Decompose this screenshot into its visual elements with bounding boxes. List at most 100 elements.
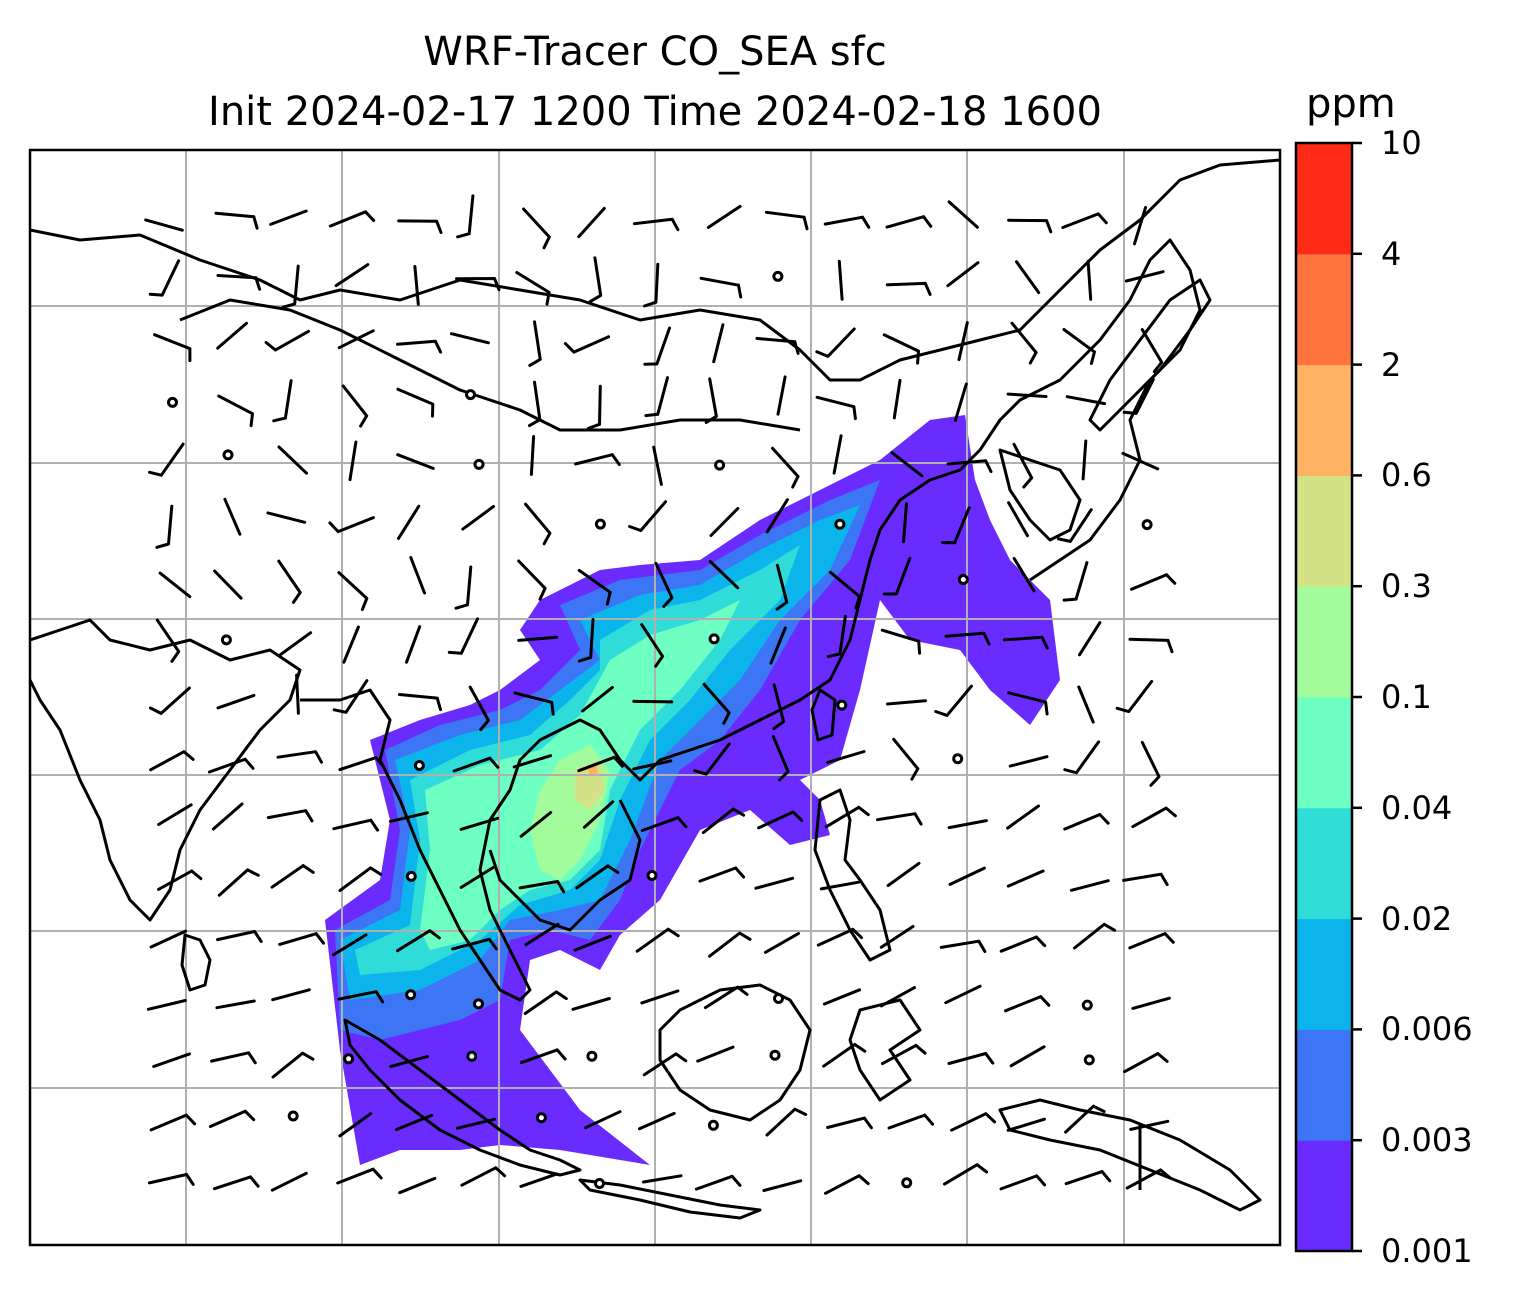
wind-barb: [456, 1117, 496, 1130]
wind-barb: [517, 559, 547, 601]
wind-barb: [149, 929, 188, 949]
wind-barb: [822, 988, 862, 1006]
calm-wind-circle: [222, 449, 234, 461]
calm-wind-circle: [594, 1178, 605, 1189]
wind-barb: [211, 802, 244, 831]
wind-barb: [1123, 1052, 1169, 1074]
wind-barb: [772, 683, 786, 731]
wind-barb: [643, 326, 671, 366]
wind-barb: [943, 1163, 989, 1186]
wind-barb: [1057, 508, 1093, 543]
wind-barb: [409, 556, 426, 595]
wind-barb: [632, 699, 674, 704]
wind-barb: [270, 1171, 308, 1192]
colorbar-segment: [1296, 697, 1352, 809]
wind-barb: [147, 1173, 195, 1186]
wind-barb: [148, 686, 191, 715]
wind-barb: [459, 816, 500, 831]
wind-barb: [397, 504, 421, 540]
calm-wind-circle: [714, 459, 726, 471]
wind-barb: [1006, 804, 1040, 830]
calm-wind-circle: [220, 634, 232, 646]
colorbar-tick-label: 0.003: [1381, 1121, 1473, 1160]
wind-barb: [704, 377, 718, 424]
wind-barb: [348, 440, 358, 482]
wind-barb: [148, 259, 181, 297]
colorbar-tick-label: 0.02: [1381, 899, 1453, 938]
calm-wind-circle: [772, 270, 784, 282]
calm-wind-circle: [708, 633, 720, 645]
wind-barb: [1122, 872, 1169, 887]
calm-wind-circle: [586, 1050, 598, 1062]
wind-barb: [214, 211, 259, 230]
wind-barb: [776, 375, 787, 416]
wind-barb: [328, 516, 375, 534]
colorbar-segment: [1296, 918, 1352, 1030]
wind-barb: [886, 861, 921, 887]
wind-barb: [957, 321, 969, 362]
wind-barb: [826, 614, 847, 659]
colorbar-tick-label: 4: [1381, 234, 1402, 273]
wind-barb: [512, 754, 553, 769]
wind-barb: [157, 869, 203, 891]
wind-barb: [1115, 679, 1154, 714]
wind-barb: [1012, 556, 1036, 593]
wind-barb: [1130, 573, 1177, 591]
wind-barb: [456, 194, 475, 239]
wind-barb: [584, 1110, 622, 1130]
wind-barb: [342, 625, 360, 664]
map-frame: [28, 148, 1282, 1247]
wind-barb: [586, 384, 602, 430]
wind-barb: [1015, 260, 1041, 295]
wind-barb: [281, 264, 300, 309]
wind-barb: [643, 262, 660, 308]
wind-barb: [757, 810, 804, 830]
calm-wind-circle: [466, 1050, 478, 1062]
wind-barb: [397, 219, 443, 234]
wind-barb: [1140, 328, 1164, 374]
wind-barb: [698, 866, 746, 883]
wind-barb: [577, 206, 606, 239]
wind-barb: [217, 868, 260, 897]
wind-barb: [146, 999, 187, 1011]
calm-wind-circle: [594, 518, 606, 530]
wind-barb: [712, 323, 725, 364]
wind-barb: [454, 565, 473, 610]
wind-barb: [1007, 691, 1049, 716]
wind-barb: [563, 335, 611, 354]
wind-barb: [771, 735, 790, 782]
calm-wind-circle: [405, 870, 417, 882]
wind-barb: [413, 265, 420, 306]
wind-barb: [1069, 879, 1110, 892]
colorbar-unit-label: ppm: [1306, 81, 1396, 127]
colorbar-segment: [1296, 475, 1352, 587]
wind-barb: [518, 880, 566, 894]
calm-wind-circle: [769, 1049, 781, 1061]
wind-barb: [452, 756, 500, 773]
wind-barb: [879, 924, 915, 949]
wind-barb: [775, 563, 789, 611]
wind-barb: [815, 327, 856, 358]
wind-barb: [149, 750, 195, 772]
wind-barb: [819, 880, 861, 891]
wind-barb: [1002, 635, 1049, 650]
wind-barb: [947, 200, 979, 229]
wind-barb: [826, 1116, 873, 1130]
wind-barb: [881, 1043, 927, 1066]
calm-wind-circle: [952, 753, 964, 765]
calm-markers: [167, 270, 1153, 1189]
wind-barb: [295, 673, 300, 715]
wind-barb: [1007, 218, 1053, 234]
wind-barb: [574, 453, 621, 466]
wind-barb: [212, 1175, 260, 1191]
colorbar-tick-label: 0.1: [1381, 678, 1432, 716]
wind-barb: [652, 445, 663, 486]
wind-barb: [1004, 995, 1051, 1013]
wind-barb: [152, 1052, 191, 1068]
wind-barb: [519, 1048, 567, 1065]
wind-barb: [699, 276, 743, 299]
wind-barb: [341, 384, 369, 428]
wind-barb: [826, 750, 866, 764]
wind-barb: [754, 876, 795, 890]
wind-barb: [644, 376, 669, 418]
